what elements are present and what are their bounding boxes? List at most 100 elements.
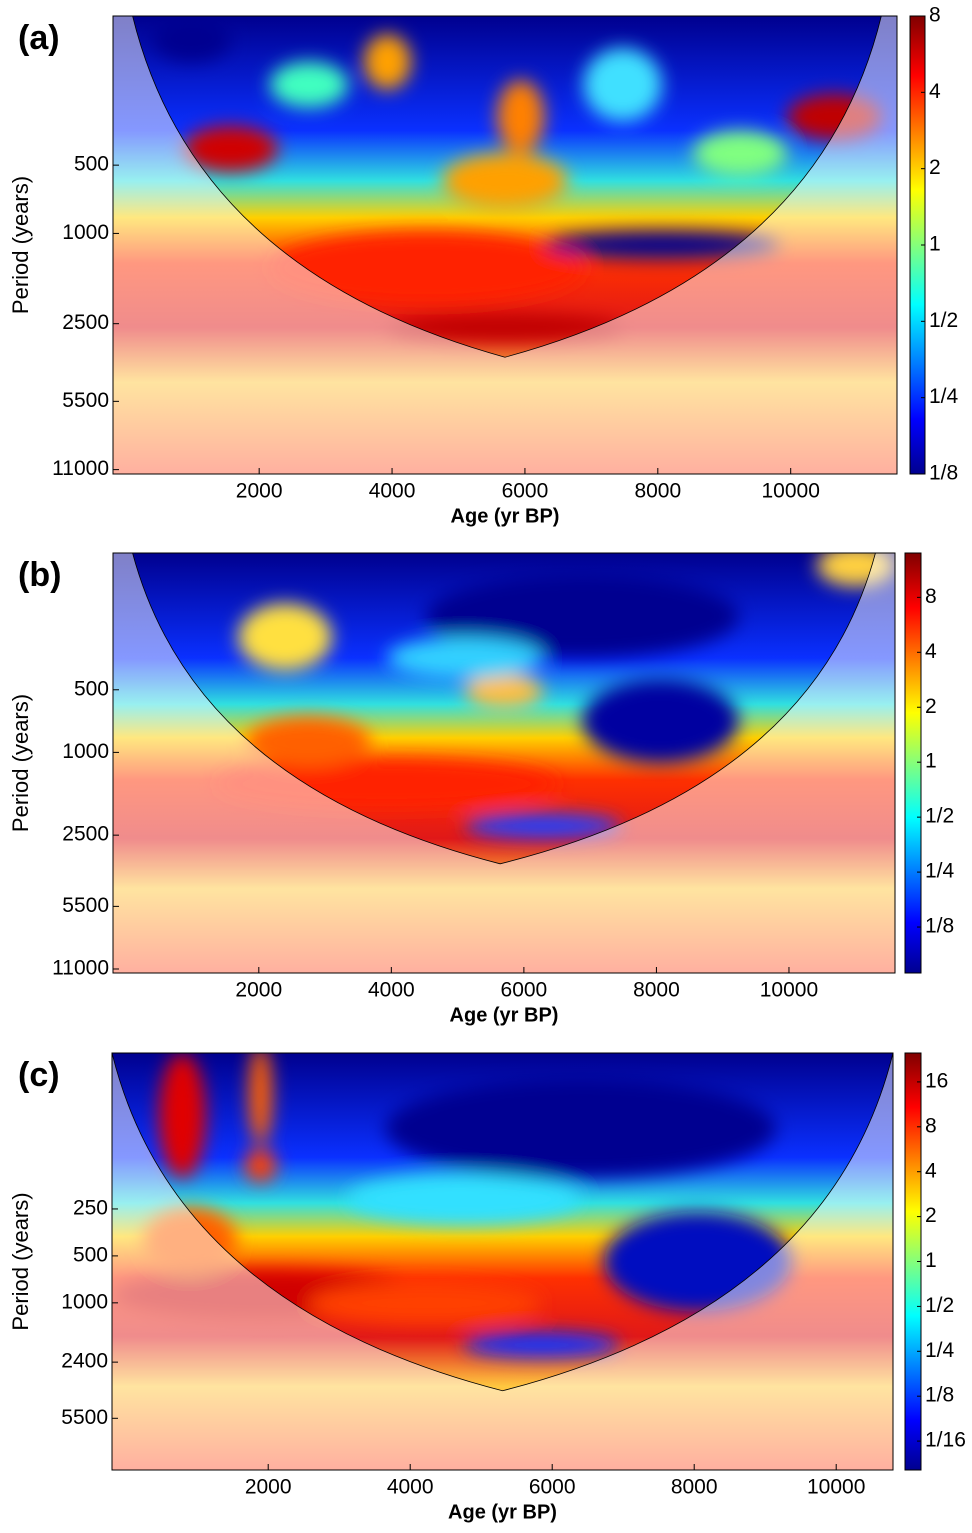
heatmap-blob xyxy=(346,1173,581,1224)
panel-label: (c) xyxy=(18,1056,60,1094)
y-tick-label: 500 xyxy=(73,1243,108,1266)
panel-label: (a) xyxy=(18,19,60,57)
x-tick-label: 6000 xyxy=(502,480,549,503)
y-tick-label: 500 xyxy=(74,153,109,176)
heatmap-blob xyxy=(248,1053,273,1145)
heatmap-blob xyxy=(693,130,788,177)
colorbar-tick-label: 2 xyxy=(929,156,941,179)
colorbar xyxy=(904,552,922,974)
colorbar-tick-label: 1 xyxy=(925,1249,937,1272)
heatmap-blob xyxy=(387,313,623,342)
cone-shade xyxy=(113,553,895,973)
colorbar-tick-label: 1/4 xyxy=(929,385,959,408)
heatmap-blob xyxy=(183,125,278,172)
heatmap-blob xyxy=(158,1053,206,1179)
cone-of-influence xyxy=(112,1053,893,1392)
heatmap xyxy=(113,553,895,973)
y-tick-label: 5500 xyxy=(61,1406,108,1429)
heatmap-blob xyxy=(464,674,544,709)
y-axis-label: Period (years) xyxy=(8,176,33,314)
heatmap-blob xyxy=(544,231,780,259)
cone-of-influence xyxy=(132,16,882,358)
heatmap xyxy=(112,1053,893,1470)
heatmap-blob xyxy=(386,637,544,679)
x-tick-label: 6000 xyxy=(529,1476,576,1499)
y-axis-label: Period (years) xyxy=(8,694,33,832)
y-tick-label: 1000 xyxy=(61,1290,108,1313)
colorbar-tick-label: 1/4 xyxy=(925,860,955,883)
heatmap-blob xyxy=(582,679,739,763)
heatmap-blob xyxy=(425,574,739,658)
y-tick-label: 250 xyxy=(73,1196,108,1219)
x-tick-label: 4000 xyxy=(387,1476,434,1499)
heatmap xyxy=(113,16,897,474)
colorbar-tick-label: 2 xyxy=(925,695,937,718)
cone-shade xyxy=(113,16,897,474)
colorbar-tick-label: 1/2 xyxy=(925,805,954,828)
y-tick-label: 1000 xyxy=(62,221,109,244)
x-tick-label: 8000 xyxy=(671,1476,718,1499)
heatmap-blob xyxy=(583,48,662,122)
colorbar-tick-label: 4 xyxy=(925,640,937,663)
x-tick-label: 2000 xyxy=(235,979,282,1002)
y-tick-label: 2500 xyxy=(62,311,109,334)
colorbar-tick-label: 8 xyxy=(929,4,941,27)
x-axis-label: Age (yr BP) xyxy=(448,1501,557,1523)
x-tick-label: 10000 xyxy=(761,480,819,503)
heatmap-blob xyxy=(269,231,584,305)
y-axis-label: Period (years) xyxy=(8,1192,33,1330)
heatmap-blob xyxy=(307,1282,542,1325)
x-tick-label: 2000 xyxy=(236,480,283,503)
heatmap-blob xyxy=(463,1332,620,1358)
x-tick-label: 4000 xyxy=(369,480,416,503)
plot-frame xyxy=(112,15,898,475)
y-tick-label: 2500 xyxy=(62,823,109,846)
heatmap-blobs xyxy=(152,16,882,342)
y-tick-label: 5500 xyxy=(62,894,109,917)
heatmap-blobs xyxy=(214,553,895,839)
panel-label: (b) xyxy=(18,556,61,594)
colorbar-tick-label: 1/8 xyxy=(925,1384,954,1407)
colorbar-tick-label: 1 xyxy=(925,750,937,773)
heatmap-blob xyxy=(464,813,622,839)
x-tick-label: 4000 xyxy=(368,979,415,1002)
heatmap-blob xyxy=(238,603,332,671)
colorbar-tick-label: 1/8 xyxy=(925,915,954,938)
x-tick-label: 10000 xyxy=(807,1476,865,1499)
heatmap-blob xyxy=(497,80,545,154)
y-tick-label: 5500 xyxy=(62,389,109,412)
x-tick-label: 10000 xyxy=(760,979,818,1002)
heatmap-blob xyxy=(363,34,411,90)
colorbar-tick-label: 8 xyxy=(925,585,937,608)
x-tick-label: 8000 xyxy=(634,480,681,503)
heatmap-blob xyxy=(244,1148,277,1183)
y-tick-label: 11000 xyxy=(52,957,109,980)
colorbar-tick-label: 4 xyxy=(929,80,941,103)
heatmap-blob xyxy=(245,716,372,768)
cone-shade xyxy=(112,1053,893,1470)
y-tick-label: 500 xyxy=(74,677,109,700)
x-tick-label: 6000 xyxy=(501,979,548,1002)
colorbar-tick-label: 1/4 xyxy=(925,1339,955,1362)
y-tick-label: 2400 xyxy=(61,1350,108,1373)
x-axis-label: Age (yr BP) xyxy=(450,1004,559,1026)
colorbar-tick-label: 4 xyxy=(925,1159,937,1182)
colorbar-tick-label: 1/16 xyxy=(925,1429,966,1452)
y-tick-label: 1000 xyxy=(62,740,109,763)
colorbar-tick-label: 1 xyxy=(929,233,941,256)
heatmap-blob xyxy=(385,1078,776,1179)
colorbar-tick-label: 2 xyxy=(925,1204,937,1227)
x-tick-label: 2000 xyxy=(245,1476,292,1499)
cone-of-influence xyxy=(132,553,876,865)
colorbar-tick-label: 1/8 xyxy=(929,462,958,485)
plot-frame xyxy=(112,552,896,974)
heatmap-blob xyxy=(152,16,231,62)
x-axis-label: Age (yr BP) xyxy=(451,505,560,527)
plot-frame xyxy=(111,1052,894,1471)
colorbar-tick-label: 1/2 xyxy=(929,309,958,332)
heatmap-blob xyxy=(442,153,568,209)
heatmap-blob xyxy=(269,61,349,108)
colorbar-tick-label: 16 xyxy=(925,1069,948,1092)
colorbar-tick-label: 8 xyxy=(925,1114,937,1137)
